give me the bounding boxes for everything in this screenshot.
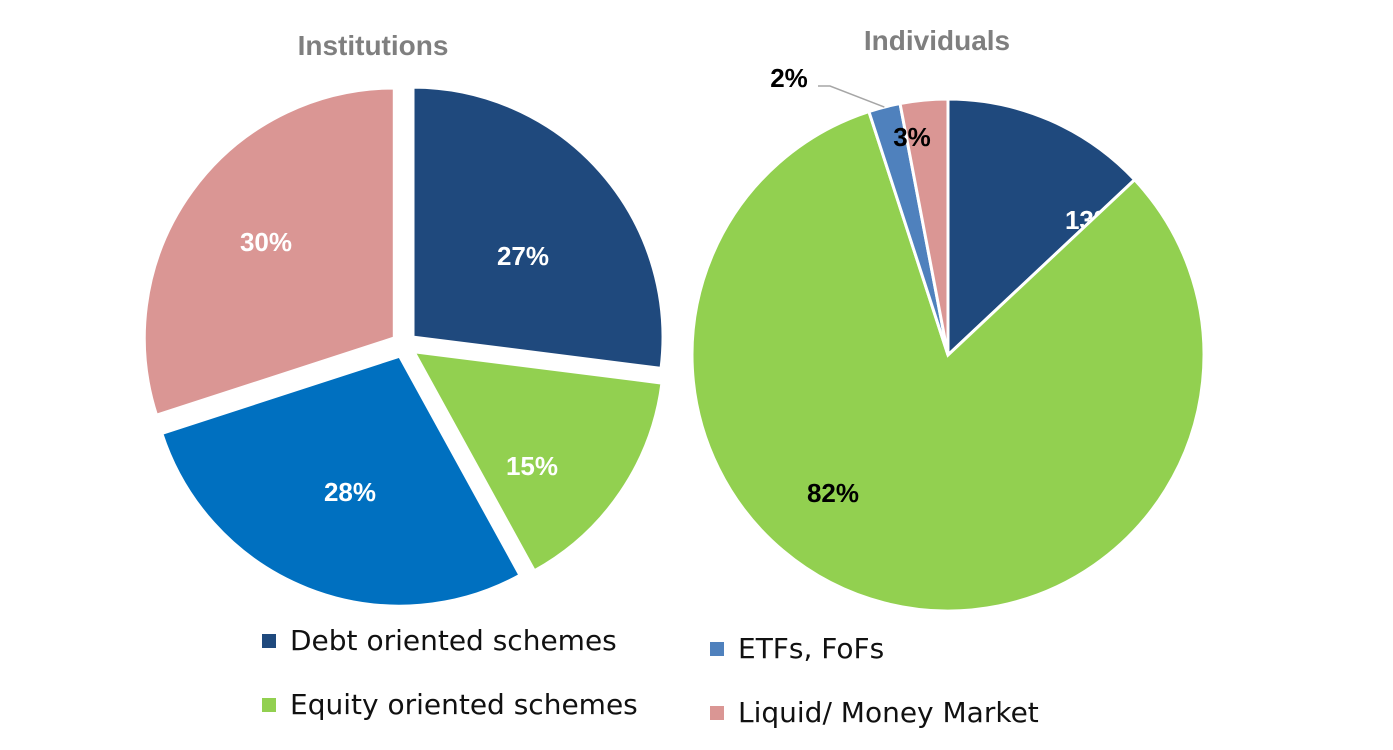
legend-swatch-equity bbox=[262, 697, 276, 712]
pie-slice-institutions-equity-oriented-schemes bbox=[411, 349, 664, 573]
pie-label-institutions-debt-oriented-schemes-2: 28% bbox=[324, 477, 376, 507]
legend-item-equity: Equity oriented schemes bbox=[262, 688, 638, 721]
pie-label-individuals-etfs-fofs: 2% bbox=[770, 63, 808, 93]
legend-swatch-liquid bbox=[710, 705, 724, 720]
institutions-pie: Institutions 27% 15% 28% 30% bbox=[142, 30, 665, 608]
individuals-pie: Individuals 13%82%2%3% bbox=[690, 25, 1206, 613]
legend-swatch-debt bbox=[262, 633, 276, 648]
pie-label-institutions-debt-oriented-schemes: 27% bbox=[497, 241, 549, 271]
legend-item-debt: Debt oriented schemes bbox=[262, 624, 617, 657]
pie-slice-individuals-liquid-money-market bbox=[898, 97, 950, 356]
pie-leader-individuals-etfs-fofs bbox=[818, 85, 885, 108]
pie-slice-institutions-debt-oriented-schemes bbox=[411, 85, 665, 371]
legend-item-liquid: Liquid/ Money Market bbox=[710, 696, 1039, 729]
individuals-title: Individuals bbox=[864, 25, 1010, 56]
legend-item-etfs: ETFs, FoFs bbox=[710, 632, 884, 665]
pie-slice-individuals-debt-oriented-schemes bbox=[946, 97, 1137, 359]
pie-label-institutions-liquid-money-market: 30% bbox=[240, 227, 292, 257]
legend-label-equity: Equity oriented schemes bbox=[290, 688, 638, 721]
pie-slice-individuals-equity-oriented-schemes bbox=[690, 109, 1206, 613]
institutions-title: Institutions bbox=[298, 30, 449, 61]
legend-label-liquid: Liquid/ Money Market bbox=[738, 696, 1039, 729]
pie-slice-institutions-debt-oriented-schemes-2 bbox=[159, 354, 523, 608]
legend-swatch-etfs bbox=[710, 641, 724, 656]
legend-label-debt: Debt oriented schemes bbox=[290, 624, 617, 657]
legend-label-etfs: ETFs, FoFs bbox=[738, 632, 885, 665]
pie-slice-institutions-liquid-money-market bbox=[142, 86, 396, 418]
pie-label-institutions-equity-oriented-schemes: 15% bbox=[506, 451, 558, 481]
pie-label-individuals-liquid-money-market: 3% bbox=[893, 122, 931, 152]
pie-label-individuals-equity-oriented-schemes: 82% bbox=[807, 478, 859, 508]
